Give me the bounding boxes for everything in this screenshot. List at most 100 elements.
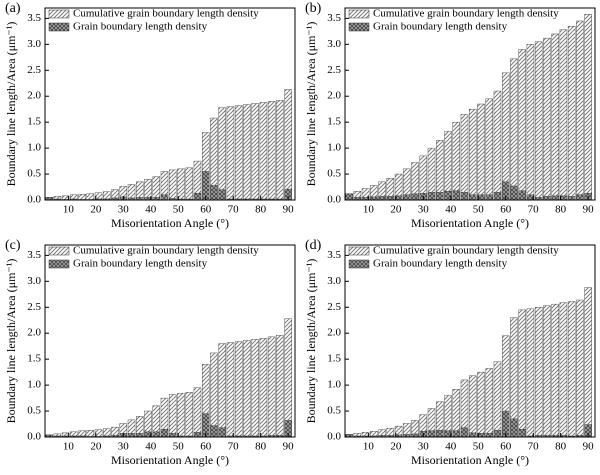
x-tick-label: 10: [63, 204, 75, 216]
x-tick-label: 50: [173, 204, 185, 216]
bar: [160, 194, 169, 201]
y-tick-label: 3.5: [327, 249, 341, 261]
x-tick-label: 20: [390, 441, 402, 453]
x-tick-label: 90: [583, 204, 595, 216]
bar: [127, 433, 136, 438]
bar: [218, 427, 226, 438]
bar: [177, 393, 185, 438]
bar: [501, 72, 510, 201]
x-tick-label: 40: [145, 441, 157, 453]
x-tick-label: 80: [555, 204, 567, 216]
x-tick-label: 60: [500, 441, 512, 453]
x-tick-label: 50: [173, 441, 185, 453]
bar: [193, 432, 202, 438]
legend-label: Cumulative grain boundary length density: [73, 8, 259, 20]
bar: [243, 340, 251, 438]
y-tick-label: 0.0: [27, 194, 41, 206]
bar: [210, 352, 218, 438]
x-axis-label: Misorientation Angle (°): [411, 216, 529, 230]
bar: [526, 44, 535, 201]
bar: [234, 341, 243, 438]
bar: [460, 427, 469, 438]
bar: [378, 196, 386, 201]
bar: [276, 335, 284, 438]
panel: 0.0 0.5 1.0 1.5 2.0 2.5 3.0 3.5 10 20 30 40 50 60 70 80…: [4, 238, 296, 467]
bar: [469, 108, 477, 201]
bar: [510, 58, 518, 201]
legend-swatch: [348, 259, 370, 269]
bar: [185, 392, 193, 438]
x-tick-label: 50: [473, 441, 485, 453]
y-tick-label: 3.5: [27, 249, 41, 261]
y-tick-label: 0.0: [27, 431, 41, 443]
bar: [485, 368, 493, 438]
panel: 0.0 0.5 1.0 1.5 2.0 2.5 3.0 3.5 10 20 30 40 50 60 70 80…: [4, 1, 296, 230]
bar: [427, 192, 436, 201]
plot-frame: [44, 7, 296, 201]
bar: [518, 190, 526, 201]
bar: [177, 168, 185, 201]
panel-label: (d): [305, 238, 322, 253]
legend-swatch: [348, 9, 370, 19]
x-tick-label: 70: [528, 441, 540, 453]
bar: [543, 305, 551, 438]
bar: [86, 193, 95, 201]
bar: [267, 101, 276, 201]
bar: [559, 302, 568, 438]
x-tick-label: 20: [90, 441, 102, 453]
x-tick-label: 30: [118, 204, 130, 216]
legend-label: Cumulative grain boundary length density: [373, 245, 559, 257]
bar: [259, 102, 268, 201]
bar: [493, 90, 502, 201]
bar: [284, 318, 292, 438]
y-axis-label: Boundary line length/Area (μm⁻¹): [4, 22, 18, 187]
panel: 0.0 0.5 1.0 1.5 2.0 2.5 3.0 3.5 10 20 30 40 50 60 70 80…: [304, 1, 596, 230]
bar: [284, 89, 292, 201]
y-tick-label: 0.5: [27, 405, 41, 417]
y-tick-label: 3.0: [27, 38, 41, 50]
bar: [584, 14, 592, 201]
plot-frame: [344, 244, 596, 438]
bar: [160, 429, 169, 438]
bar: [576, 194, 584, 201]
bar: [518, 429, 526, 438]
bar: [485, 194, 493, 201]
bar: [485, 433, 493, 438]
bar: [234, 105, 243, 201]
bar: [152, 176, 161, 201]
bar: [469, 375, 477, 438]
bar: [551, 303, 559, 438]
bar: [251, 339, 259, 438]
bar: [86, 430, 95, 438]
x-tick-label: 90: [283, 441, 295, 453]
legend-label: Grain boundary length density: [373, 21, 508, 33]
bar: [510, 185, 518, 201]
plot-frame: [344, 7, 596, 201]
bar: [226, 342, 235, 438]
bar: [218, 189, 226, 201]
x-tick-label: 10: [63, 441, 75, 453]
y-tick-label: 0.0: [327, 194, 341, 206]
y-tick-label: 2.0: [27, 327, 41, 339]
x-tick-label: 60: [200, 204, 212, 216]
bar: [444, 131, 452, 201]
y-tick-label: 0.5: [327, 168, 341, 180]
y-tick-label: 3.5: [327, 12, 341, 24]
bar: [510, 418, 518, 438]
legend-label: Cumulative grain boundary length density: [73, 245, 259, 257]
x-tick-label: 90: [283, 204, 295, 216]
x-tick-label: 30: [118, 441, 130, 453]
y-tick-label: 2.5: [27, 301, 41, 313]
bar: [193, 387, 202, 438]
y-tick-label: 3.0: [327, 38, 341, 50]
y-tick-label: 2.0: [327, 90, 341, 102]
bar: [136, 433, 144, 438]
bar: [276, 100, 284, 201]
y-tick-label: 2.5: [27, 64, 41, 76]
y-tick-label: 1.0: [27, 142, 41, 154]
y-tick-label: 0.0: [327, 431, 341, 443]
x-axis-label: Misorientation Angle (°): [411, 453, 529, 467]
bar: [427, 430, 436, 438]
bar: [201, 171, 210, 201]
bar: [452, 190, 461, 201]
